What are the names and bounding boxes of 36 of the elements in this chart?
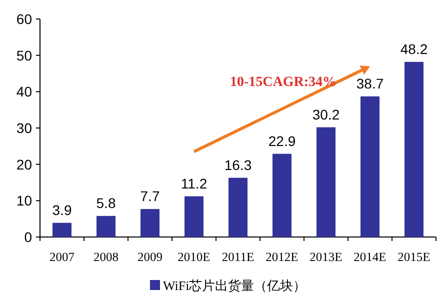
bar	[316, 127, 336, 237]
x-tick-label: 2010E	[178, 250, 211, 264]
x-tick-label: 2007	[50, 250, 74, 264]
y-tick-label: 50	[16, 47, 32, 64]
x-tick-label: 2009	[138, 250, 162, 264]
data-label: 11.2	[180, 175, 208, 192]
data-label: 38.7	[356, 75, 384, 92]
x-tick-label: 2012E	[266, 250, 299, 264]
y-tick-label: 40	[16, 84, 32, 100]
x-tick-label: 2013E	[310, 250, 343, 264]
bar	[140, 209, 160, 237]
data-label: 48.2	[400, 40, 428, 57]
bar	[404, 62, 424, 237]
data-label: 16.3	[224, 156, 252, 173]
legend-label: WiFi芯片出货量（亿块）	[163, 278, 306, 293]
x-tick-label: 2015E	[398, 250, 431, 264]
y-tick-label: 10	[16, 192, 32, 209]
bar	[52, 222, 72, 237]
y-tick-label: 20	[16, 156, 32, 172]
bar	[96, 216, 116, 237]
y-tick-label: 0	[24, 229, 32, 245]
data-label: 3.9	[52, 202, 72, 218]
data-label: 30.2	[312, 106, 340, 122]
annotation: 10-15CAGR:34%	[230, 75, 337, 90]
data-label: 7.7	[140, 188, 160, 204]
y-tick-label: 30	[16, 120, 32, 136]
bar	[360, 96, 380, 237]
data-label: 22.9	[268, 132, 296, 149]
x-tick-label: 2011E	[222, 250, 254, 264]
y-tick-label: 60	[16, 11, 32, 27]
bar	[228, 178, 248, 237]
bar	[184, 196, 204, 237]
x-tick-label: 2008	[94, 250, 118, 264]
bar	[272, 154, 292, 237]
data-label: 5.8	[96, 194, 116, 211]
x-tick-label: 2014E	[354, 250, 387, 264]
